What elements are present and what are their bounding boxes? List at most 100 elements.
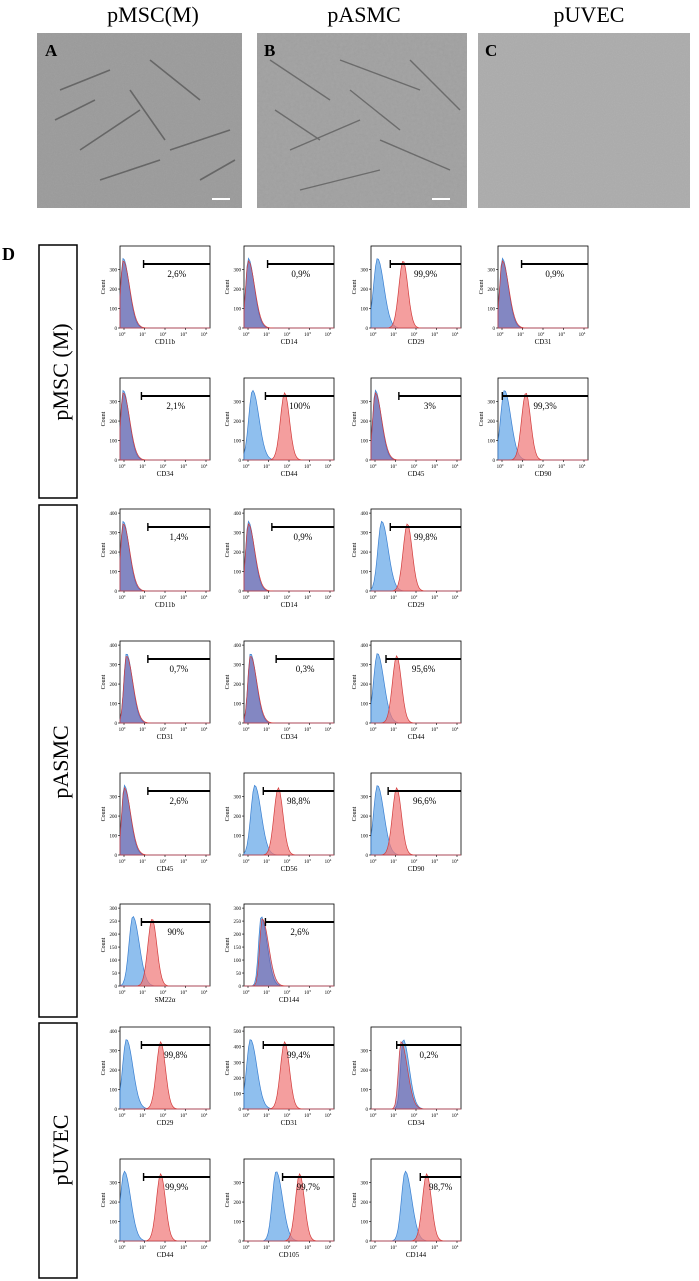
x-tick-label: 100: [243, 331, 250, 338]
marker-histogram: [244, 1040, 334, 1110]
x-tick-label: 103: [431, 463, 438, 470]
y-tick-label: 150: [110, 946, 118, 951]
x-tick-label: 104: [201, 858, 208, 865]
y-tick-label: 0: [493, 459, 496, 464]
x-tick-label: 100: [243, 463, 250, 470]
x-tick-label: 104: [452, 858, 459, 865]
y-tick-label: 400: [110, 644, 118, 649]
y-tick-label: 200: [361, 551, 369, 556]
x-tick-label: 100: [243, 1244, 250, 1251]
y-tick-label: 300: [361, 1050, 369, 1055]
marker-label: CD29: [157, 1119, 174, 1127]
y-tick-label: 200: [234, 933, 242, 938]
y-axis-label: Count: [479, 279, 485, 294]
y-tick-label: 300: [110, 664, 118, 669]
y-axis-label: Count: [225, 674, 231, 689]
histogram-cd144-1: 0 50 100 150 200 250 300 Count 100 101 102 103 104 CD…: [225, 903, 335, 1004]
marker-histogram: [371, 1172, 461, 1242]
x-tick-label: 104: [325, 594, 332, 601]
y-tick-label: 0: [366, 854, 369, 859]
x-tick-label: 102: [538, 331, 545, 338]
y-tick-label: 100: [110, 308, 118, 313]
y-axis-label: Count: [225, 542, 231, 557]
y-tick-label: 100: [234, 1092, 242, 1097]
x-tick-label: 102: [284, 858, 291, 865]
x-tick-label: 101: [263, 1244, 270, 1251]
y-tick-label: 400: [361, 644, 369, 649]
micrograph-c: C: [478, 33, 690, 208]
panel-letter-a: A: [45, 41, 58, 60]
marker-histogram: [244, 918, 334, 987]
x-tick-label: 102: [411, 858, 418, 865]
x-tick-label: 102: [411, 594, 418, 601]
percent-label: 0,9%: [545, 269, 564, 279]
x-tick-label: 102: [284, 594, 291, 601]
y-axis-label: Count: [352, 411, 358, 426]
percent-label: 2,6%: [170, 796, 189, 806]
y-tick-label: 300: [234, 907, 242, 912]
y-tick-label: 200: [110, 420, 118, 425]
plot-frame: [243, 1158, 335, 1242]
x-tick-label: 100: [119, 989, 126, 996]
x-tick-label: 104: [201, 726, 208, 733]
y-tick-label: 300: [110, 269, 118, 274]
x-tick-label: 103: [431, 726, 438, 733]
x-tick-label: 102: [284, 989, 291, 996]
marker-label: CD29: [408, 338, 425, 346]
x-tick-label: 104: [325, 331, 332, 338]
x-tick-label: 102: [160, 463, 167, 470]
y-tick-label: 300: [110, 1182, 118, 1187]
y-tick-label: 200: [110, 683, 118, 688]
y-axis-label: Count: [225, 1192, 231, 1207]
x-tick-label: 103: [180, 1244, 187, 1251]
y-tick-label: 0: [366, 590, 369, 595]
y-axis-label: Count: [101, 411, 107, 426]
percent-label: 98,8%: [287, 796, 311, 806]
y-tick-label: 200: [110, 288, 118, 293]
marker-label: SM22α: [155, 996, 176, 1004]
y-axis-label: Count: [225, 411, 231, 426]
y-tick-label: 0: [239, 590, 242, 595]
y-tick-label: 100: [234, 959, 242, 964]
y-tick-label: 100: [488, 308, 496, 313]
panel-letter-c: C: [485, 41, 497, 60]
y-axis-label: Count: [352, 279, 358, 294]
x-tick-label: 102: [160, 1244, 167, 1251]
x-tick-label: 104: [325, 1244, 332, 1251]
x-tick-label: 104: [452, 594, 459, 601]
y-tick-label: 300: [234, 269, 242, 274]
y-axis-label: Count: [479, 411, 485, 426]
y-tick-label: 100: [361, 440, 369, 445]
x-tick-label: 103: [180, 726, 187, 733]
percent-label: 99,9%: [414, 269, 438, 279]
marker-histogram: [244, 1172, 334, 1242]
y-axis-label: Count: [101, 937, 107, 952]
y-tick-label: 300: [361, 532, 369, 537]
x-tick-label: 101: [263, 726, 270, 733]
marker-label: CD14: [281, 601, 298, 609]
y-tick-label: 300: [234, 1182, 242, 1187]
marker-label: CD11b: [155, 338, 175, 346]
x-tick-label: 102: [284, 1244, 291, 1251]
y-tick-label: 100: [488, 440, 496, 445]
y-axis-label: Count: [101, 806, 107, 821]
x-tick-label: 101: [390, 1112, 397, 1119]
y-tick-label: 200: [110, 551, 118, 556]
y-tick-label: 200: [234, 551, 242, 556]
y-tick-label: 100: [361, 703, 369, 708]
x-tick-label: 101: [263, 594, 270, 601]
x-tick-label: 100: [243, 594, 250, 601]
x-tick-label: 100: [370, 594, 377, 601]
marker-label: CD45: [408, 470, 425, 478]
y-axis-label: Count: [225, 937, 231, 952]
x-tick-label: 104: [452, 1112, 459, 1119]
x-tick-label: 104: [325, 1112, 332, 1119]
